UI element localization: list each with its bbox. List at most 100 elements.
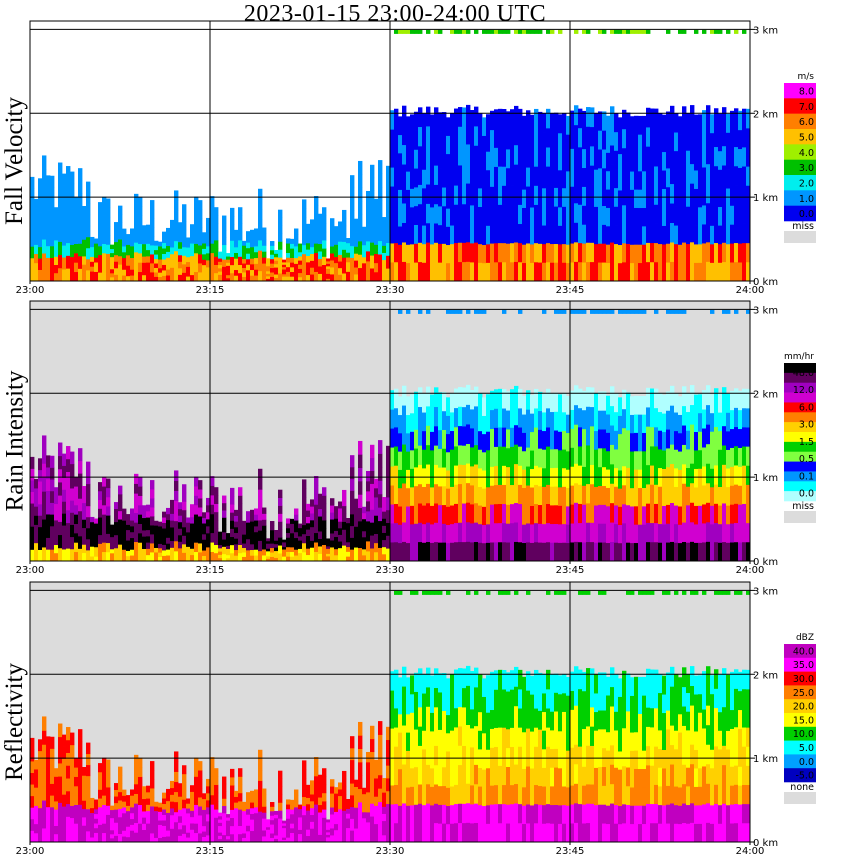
legend-unit: dBZ (796, 633, 814, 643)
legend-level: 5.0 (799, 743, 814, 754)
legend-swatch (784, 740, 816, 755)
legend-level: 15.0 (793, 715, 814, 726)
legend-swatch (784, 159, 816, 176)
legend-missing-label: miss (792, 501, 814, 512)
x-tick-label: 23:30 (376, 846, 405, 857)
legend-swatch (784, 412, 816, 423)
y-tick-label: 2 km (753, 670, 778, 681)
y-tick-label: 3 km (753, 25, 778, 36)
legend-swatch (784, 685, 816, 700)
legend-level: 7.0 (799, 102, 814, 113)
legend-missing-swatch (784, 511, 816, 523)
y-tick-label: 1 km (753, 473, 778, 484)
legend-level: 25.0 (793, 688, 814, 699)
legend-level: 6.0 (799, 402, 814, 413)
y-tick-label: 0 km (753, 838, 778, 849)
legend-level: 10.0 (793, 729, 814, 740)
x-tick-label: 24:00 (736, 846, 765, 857)
x-tick-label: 23:00 (16, 565, 45, 576)
legend-missing-swatch (784, 792, 816, 804)
y-tick-label: 1 km (753, 193, 778, 204)
panel-fall-velocity: 23:00 23:15 23:30 23:45 24:000 km 1 km 2 km 3 k… (16, 20, 816, 296)
legend-unit: mm/hr (784, 352, 814, 362)
legend-level: 5.0 (799, 133, 814, 144)
legend-missing-label: none (790, 782, 814, 793)
legend-swatch (784, 98, 816, 114)
x-tick-label: 23:00 (16, 846, 45, 857)
legend-swatch (784, 713, 816, 728)
x-tick-label: 23:15 (196, 846, 225, 857)
legend-swatch (784, 451, 816, 462)
x-tick-label: 23:30 (376, 285, 405, 296)
y-tick-label: 1 km (753, 754, 778, 765)
legend-level: 1.0 (799, 194, 814, 205)
legend-swatch (784, 363, 816, 374)
legend-level: 0.0 (799, 757, 814, 768)
legend-swatch (784, 402, 816, 413)
legend-swatch (784, 441, 816, 453)
legend-level: 0.0 (799, 209, 814, 220)
legend-swatch (784, 491, 816, 502)
x-tick-label: 23:00 (16, 285, 45, 296)
legend-level: 35.0 (793, 660, 814, 671)
legend-level: 4.0 (799, 148, 814, 159)
legend-swatch (784, 175, 816, 191)
x-tick-label: 23:15 (196, 565, 225, 576)
legend-swatch (784, 392, 816, 403)
legend-level: 0.5 (799, 454, 814, 465)
legend-swatch (784, 432, 816, 443)
x-tick-label: 24:00 (736, 285, 765, 296)
chart-title: 2023-01-15 23:00-24:00 UTC (243, 1, 547, 27)
legend-level: 3.0 (799, 420, 814, 431)
x-tick-label: 23:45 (556, 285, 585, 296)
legend-reflectivity: dBZ 40.0 35.0 30.0 25.0 20.0 15.0 10.0 5.0 0.0 -5.… (784, 633, 816, 804)
x-tick-label: 24:00 (736, 565, 765, 576)
legend-swatch (784, 699, 816, 714)
legend-swatch (784, 144, 816, 160)
grid-lines (30, 21, 750, 281)
legend-swatch (784, 422, 816, 433)
legend-level: 0.1 (799, 471, 814, 482)
legend-missing-label: miss (792, 221, 814, 232)
legend-level: 2.0 (799, 179, 814, 190)
legend-level: 12.0 (793, 385, 814, 396)
x-tick-label: 23:30 (376, 565, 405, 576)
heatmap-field (30, 309, 751, 562)
legend-swatch (784, 190, 816, 206)
legend-swatch (784, 205, 816, 222)
legend-level: 40.0 (793, 646, 814, 657)
legend-swatch (784, 657, 816, 672)
legend-missing-swatch (784, 231, 816, 243)
legend-swatch (784, 113, 816, 130)
heatmap-field (30, 590, 751, 843)
legend-swatch (784, 382, 816, 393)
heatmap-field (30, 29, 751, 282)
y-tick-label: 3 km (753, 586, 778, 597)
panel-reflectivity: 23:00 23:15 23:30 23:45 24:000 km 1 km 2 km 3 k… (16, 581, 816, 857)
legend-swatch (784, 83, 816, 99)
x-tick-label: 23:45 (556, 565, 585, 576)
y-tick-label: 0 km (753, 277, 778, 288)
y-tick-label: 3 km (753, 305, 778, 316)
y-tick-label: 2 km (753, 389, 778, 400)
x-tick-label: 23:15 (196, 285, 225, 296)
legend-level: 0.0 (799, 489, 814, 500)
legend-swatch (784, 461, 816, 472)
legend-level: 20.0 (793, 702, 814, 713)
legend-swatch (784, 372, 816, 384)
legend-swatch (784, 768, 816, 783)
legend-level: 48.0 (793, 368, 814, 379)
legend-swatch (784, 481, 816, 492)
legend-swatch (784, 471, 816, 482)
legend-swatch (784, 671, 816, 686)
legend-swatch (784, 129, 816, 145)
legend-swatch (784, 726, 816, 741)
legend-level: 6.0 (799, 117, 814, 128)
y-tick-label: 2 km (753, 109, 778, 120)
y-tick-label: 0 km (753, 557, 778, 568)
grid-lines (30, 582, 750, 842)
legend-swatch (784, 644, 816, 659)
